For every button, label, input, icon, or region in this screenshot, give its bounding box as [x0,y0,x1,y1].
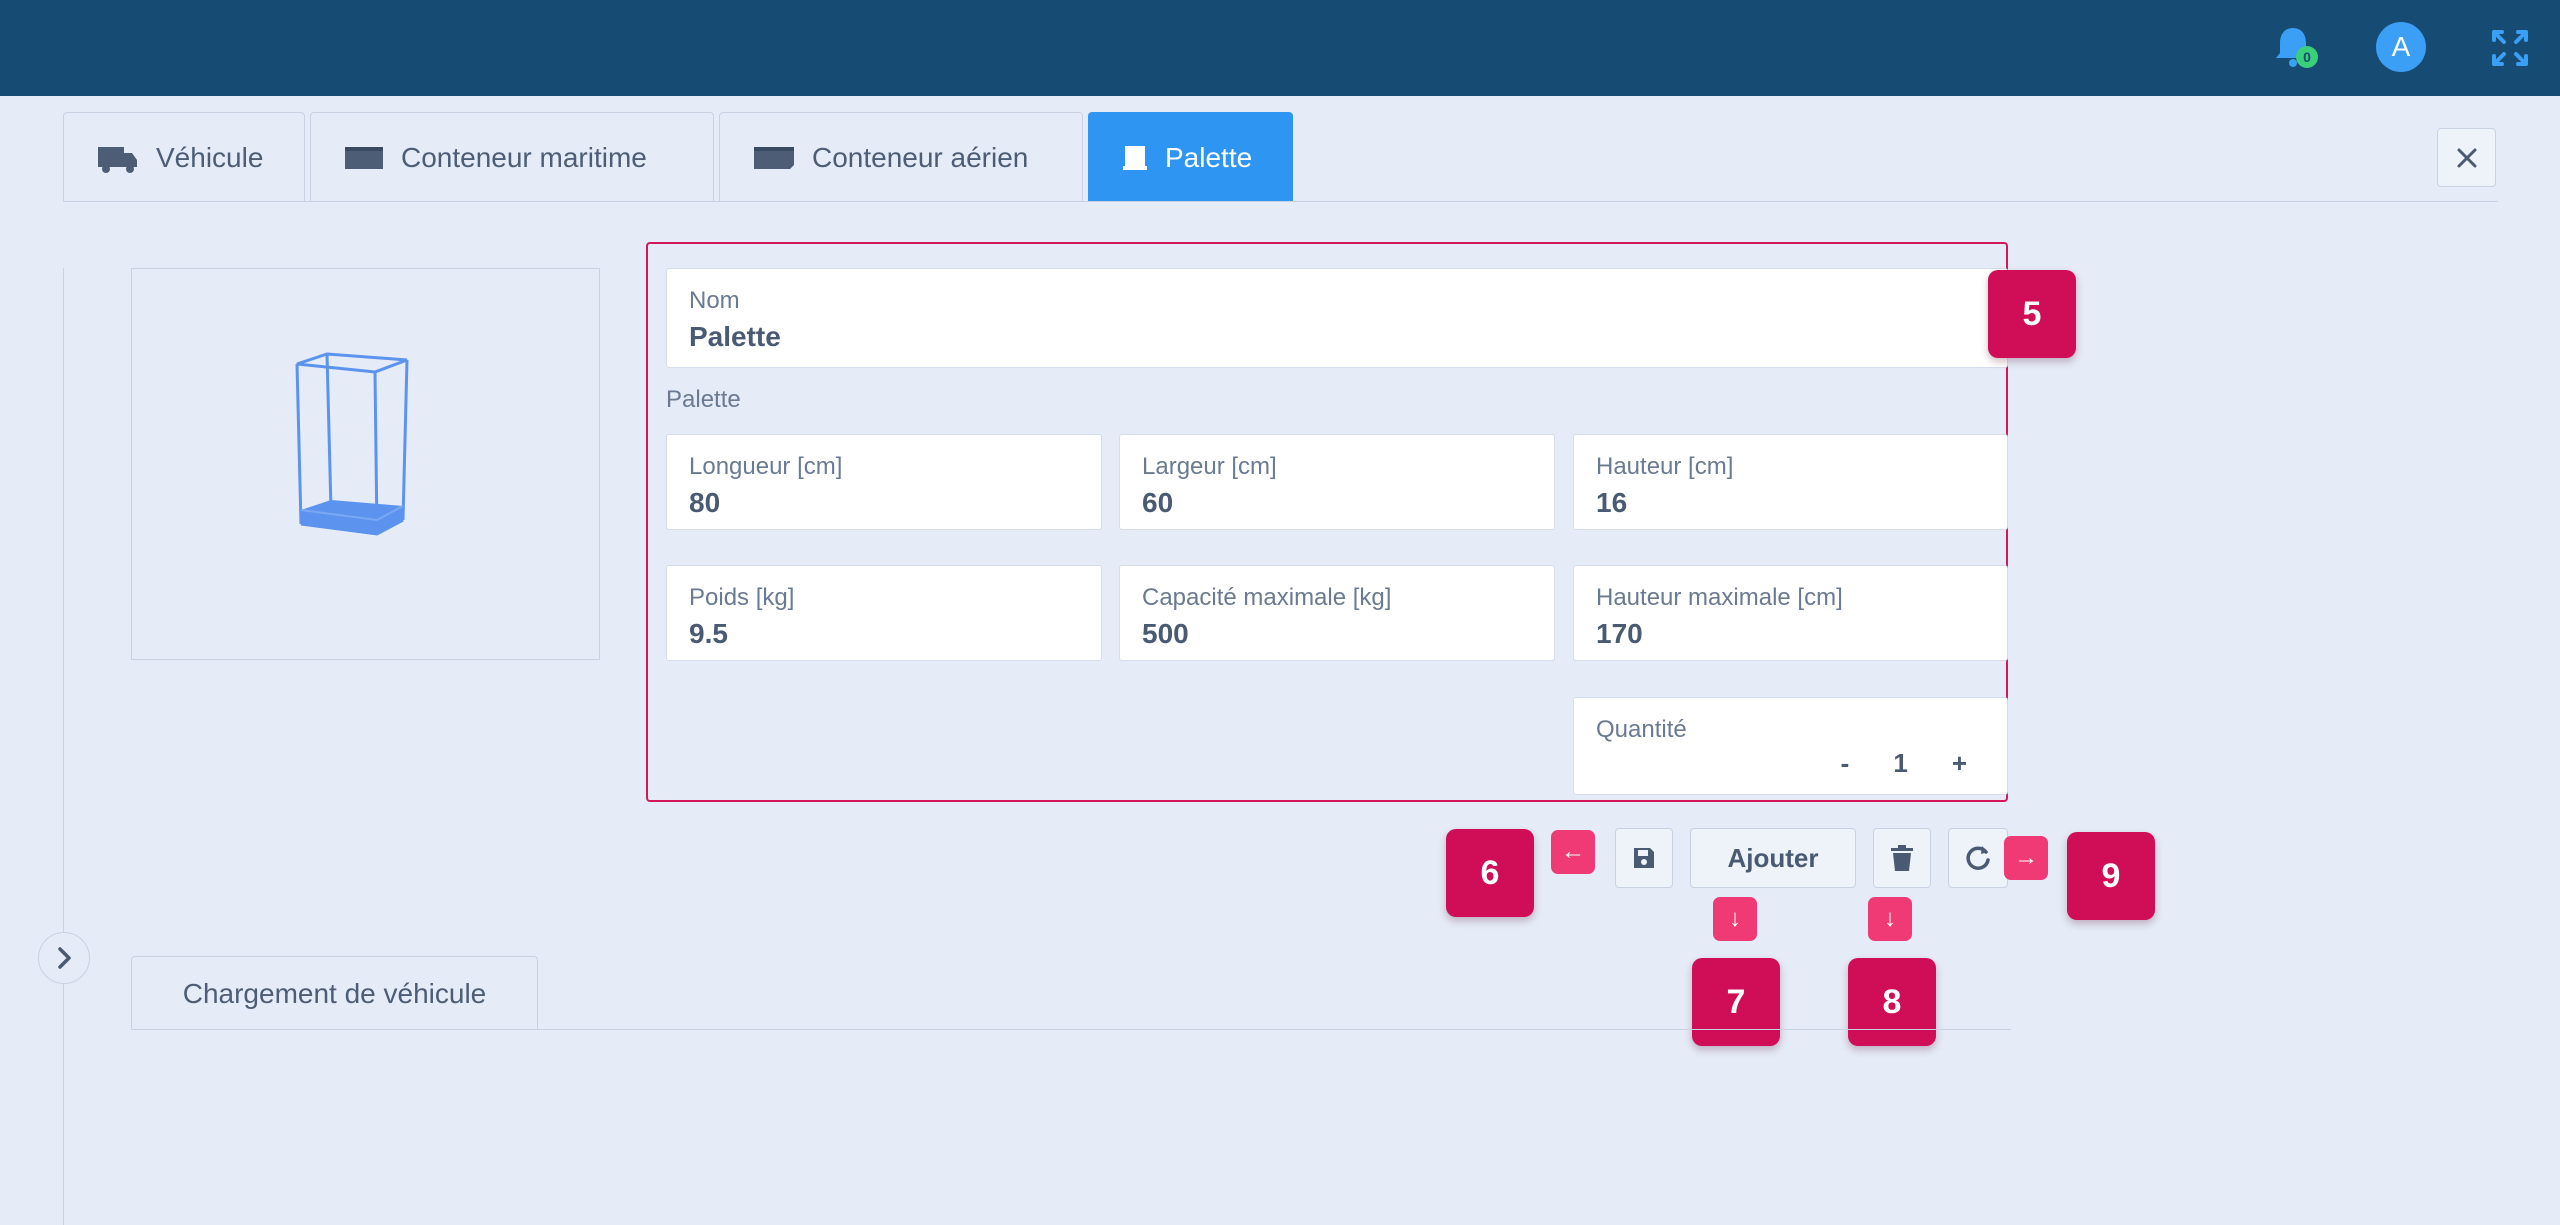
expand-sidebar-button[interactable] [38,932,90,984]
width-label: Largeur [cm] [1142,453,1277,480]
close-button[interactable] [2437,128,2496,187]
avatar[interactable]: A [2376,22,2426,72]
max-height-label: Hauteur maximale [cm] [1596,584,1843,611]
max-capacity-label: Capacité maximale [kg] [1142,584,1392,611]
quantity-increment-button[interactable]: + [1951,748,1967,778]
refresh-icon [1966,846,1990,870]
name-value: Palette [689,321,781,352]
truck-icon [98,146,137,173]
trash-icon [1891,845,1913,871]
name-field[interactable]: Nom Palette [666,268,2008,368]
container-icon [345,146,383,169]
arrow-down-badge-8: ↓ [1868,897,1912,941]
max-height-value: 170 [1596,618,1643,649]
pallet-wireframe-image [295,352,409,536]
width-field[interactable]: Largeur [cm] 60 [1119,434,1555,530]
arrow-down-badge-7: ↓ [1713,897,1757,941]
tab-sea-container[interactable]: Conteneur maritime [310,112,714,202]
fullscreen-icon[interactable] [2490,28,2530,68]
height-value: 16 [1596,487,1628,518]
tab-air-container-label: Conteneur aérien [812,141,1029,173]
pallet-3d-preview [131,268,600,660]
tab-pallet-label: Palette [1165,141,1253,173]
name-label: Nom [689,287,740,314]
tab-vehicle-loading[interactable]: Chargement de véhicule [131,956,538,1030]
save-icon [1634,848,1654,868]
weight-value: 9.5 [689,618,728,649]
step-marker-9: 9 [2067,832,2155,920]
tab-sea-container-label: Conteneur maritime [401,141,647,173]
arrow-right-badge: → [2004,836,2048,880]
max-capacity-field[interactable]: Capacité maximale [kg] 500 [1119,565,1555,661]
reset-button[interactable] [1948,828,2008,888]
quantity-label: Quantité [1596,716,1687,743]
length-value: 80 [689,487,721,518]
height-label: Hauteur [cm] [1596,453,1734,480]
notification-badge: 0 [2296,46,2318,68]
add-button[interactable]: Ajouter [1690,828,1856,888]
step-marker-7: 7 [1692,958,1780,1046]
step-marker-8: 8 [1848,958,1936,1046]
step-marker-6: 6 [1446,829,1534,917]
tabs-divider [63,201,2498,202]
quantity-stepper[interactable]: Quantité - 1 + [1573,697,2008,795]
weight-label: Poids [kg] [689,584,795,611]
chevron-right-icon [58,947,71,969]
close-icon [2457,148,2476,167]
step-marker-5: 5 [1988,270,2076,358]
air-container-icon [754,146,794,169]
quantity-value: 1 [1893,748,1908,778]
length-label: Longueur [cm] [689,453,843,480]
top-bar: 0 A [0,0,2560,96]
weight-field[interactable]: Poids [kg] 9.5 [666,565,1102,661]
pallet-icon [1123,145,1147,170]
tab-vehicle-label: Véhicule [156,141,264,173]
quantity-decrement-button[interactable]: - [1840,748,1850,778]
max-capacity-value: 500 [1142,618,1189,649]
width-value: 60 [1142,487,1174,518]
tab-air-container[interactable]: Conteneur aérien [719,112,1083,202]
arrow-left-badge: ← [1551,830,1595,874]
tab-vehicle[interactable]: Véhicule [63,112,305,202]
tab-pallet[interactable]: Palette [1088,112,1293,202]
delete-button[interactable] [1873,828,1931,888]
section-label: Palette [666,386,741,413]
length-field[interactable]: Longueur [cm] 80 [666,434,1102,530]
subtabs-divider [131,1029,2011,1030]
height-field[interactable]: Hauteur [cm] 16 [1573,434,2008,530]
save-button[interactable] [1615,828,1673,888]
side-panel-divider [63,268,64,1225]
max-height-field[interactable]: Hauteur maximale [cm] 170 [1573,565,2008,661]
